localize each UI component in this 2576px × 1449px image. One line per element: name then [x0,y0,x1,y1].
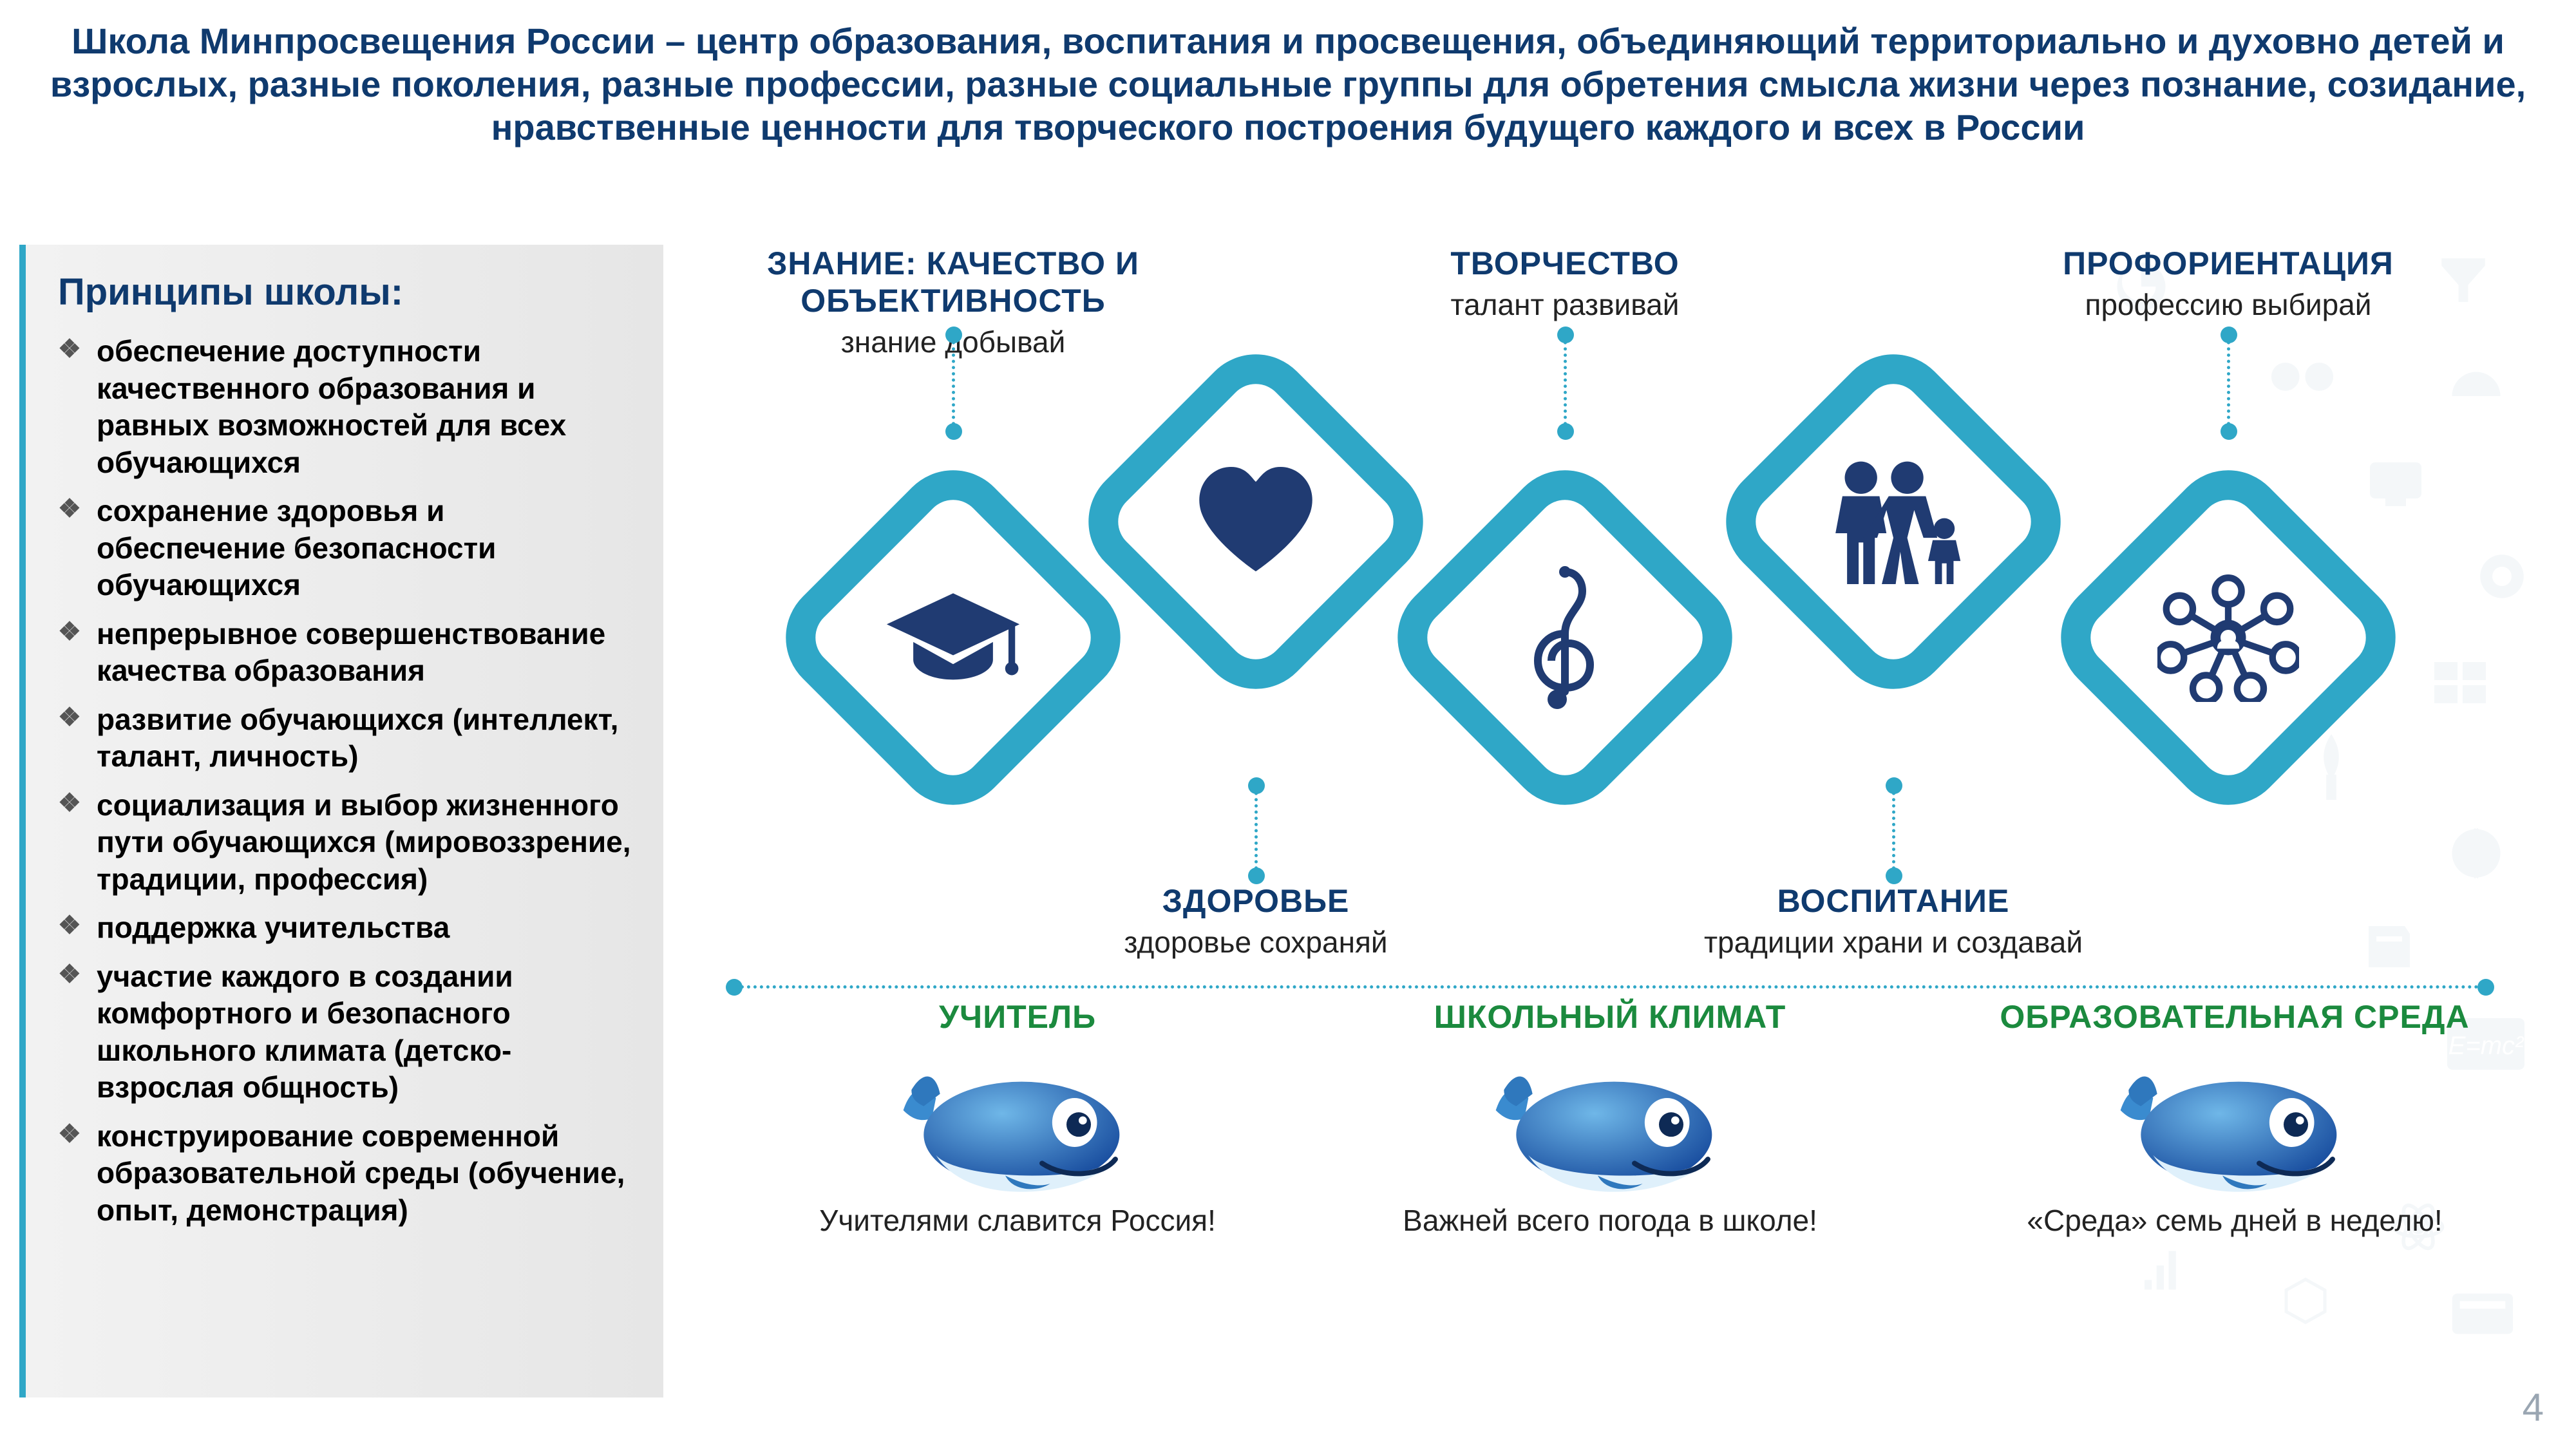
whale-subtitle: Учителями славится Россия! [773,1203,1262,1238]
list-item: развитие обучающихся (интеллект, талант,… [58,701,638,775]
main-diagram-area: E=mc² ЗНАНИЕ: КАЧЕСТВО И ОБЪЕКТИВНОСТЬ з… [696,245,2550,1397]
diamond-knowledge [762,446,1144,829]
sidebar-principles: Принципы школы: обеспечение доступности … [19,245,663,1397]
diamond-creativity [1374,446,1756,829]
whale-icon [2112,1048,2357,1197]
node-label-health: ЗДОРОВЬЕ здоровье сохраняй [1075,882,1436,960]
graduation-cap-icon [882,583,1024,692]
whale-subtitle: «Среда» семь дней в неделю! [1951,1203,2518,1238]
node-title: ПРОФОРИЕНТАЦИЯ [2022,245,2434,282]
node-label-upbringing: ВОСПИТАНИЕ традиции храни и создавай [1662,882,2125,960]
list-item: участие каждого в создании комфортного и… [58,958,638,1106]
diamond-upbringing [1702,330,2085,713]
connector-line [1255,786,1258,876]
diamond-row [696,374,2550,837]
node-title: ЗДОРОВЬЕ [1075,882,1436,920]
page-title: Школа Минпросвещения России – центр обра… [0,0,2576,156]
whale-title: ОБРАЗОВАТЕЛЬНАЯ СРЕДА [1951,998,2518,1036]
list-item: обеспечение доступности качественного об… [58,333,638,481]
connector-line [1892,786,1895,876]
diamond-health [1065,330,1447,713]
node-subtitle: здоровье сохраняй [1075,925,1436,960]
node-label-creativity: ТВОРЧЕСТВО талант развивай [1385,245,1745,322]
whale-title: УЧИТЕЛЬ [773,998,1262,1036]
page-number: 4 [2523,1385,2544,1430]
list-item: сохранение здоровья и обеспечение безопа… [58,493,638,604]
whale-block-teacher: УЧИТЕЛЬ Учителями славится Россия! [773,998,1262,1238]
list-item: поддержка учительства [58,909,638,947]
whale-title: ШКОЛЬНЫЙ КЛИМАТ [1333,998,1887,1036]
sidebar-title: Принципы школы: [58,270,638,314]
node-title: ВОСПИТАНИЕ [1662,882,2125,920]
node-title: ЗНАНИЕ: КАЧЕСТВО И ОБЪЕКТИВНОСТЬ [708,245,1198,319]
whale-icon [1488,1048,1732,1197]
list-item: непрерывное совершенствование качества о… [58,616,638,690]
horizontal-divider [734,985,2486,989]
treble-clef-icon [1526,560,1604,715]
whale-block-environment: ОБРАЗОВАТЕЛЬНАЯ СРЕДА «Среда» семь дней … [1951,998,2518,1238]
network-icon [2157,573,2299,702]
node-subtitle: профессию выбирай [2022,287,2434,322]
node-subtitle: традиции храни и создавай [1662,925,2125,960]
node-subtitle: талант развивай [1385,287,1745,322]
whale-icon [895,1048,1140,1197]
node-title: ТВОРЧЕСТВО [1385,245,1745,282]
list-item: конструирование современной образователь… [58,1118,638,1229]
principles-list: обеспечение доступности качественного об… [58,333,638,1229]
family-icon [1819,454,1967,589]
heart-icon [1195,467,1317,576]
whale-block-climate: ШКОЛЬНЫЙ КЛИМАТ Важней всего погода в шк… [1333,998,1887,1238]
node-label-career: ПРОФОРИЕНТАЦИЯ профессию выбирай [2022,245,2434,322]
list-item: социализация и выбор жизненного пути обу… [58,787,638,898]
whale-subtitle: Важней всего погода в школе! [1333,1203,1887,1238]
diamond-career [2037,446,2420,829]
